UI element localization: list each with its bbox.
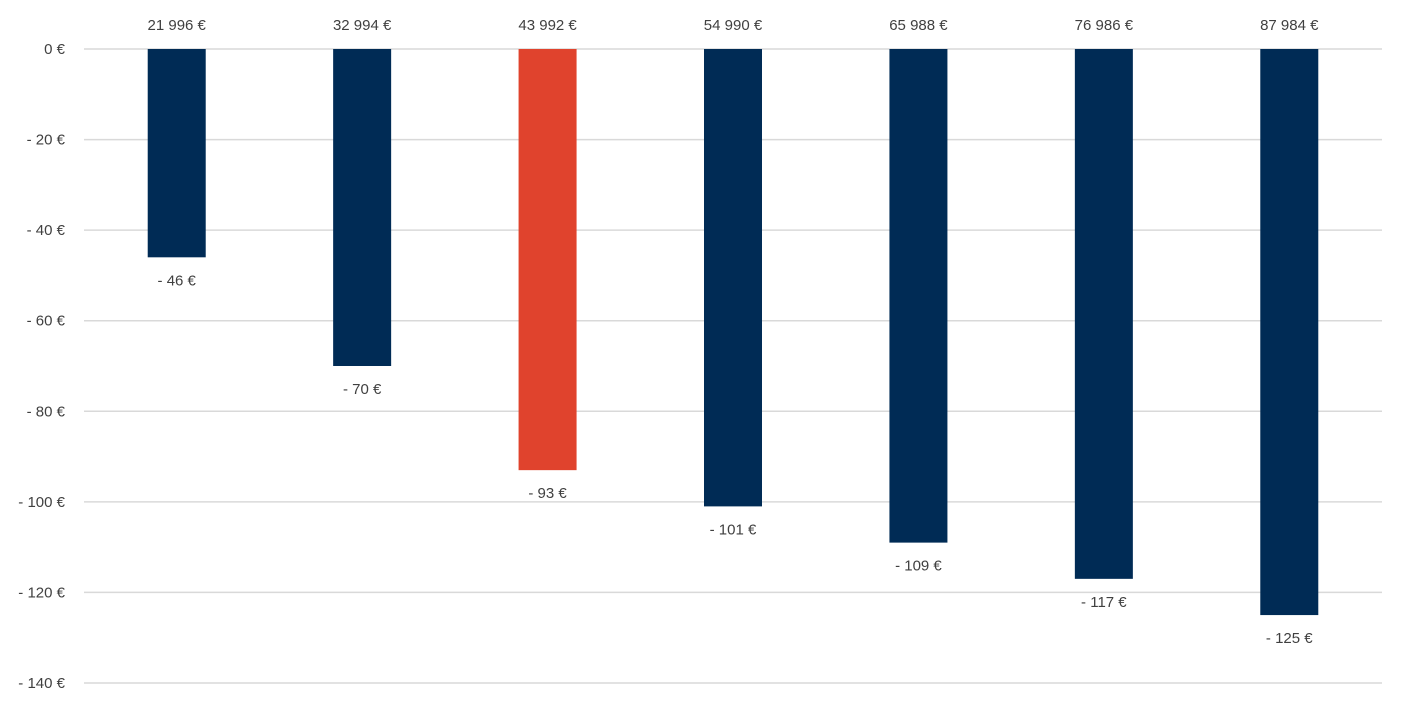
data-label: - 125 € xyxy=(1266,630,1313,647)
y-axis-tick-labels: 0 € - 20 € - 40 € - 60 € - 80 € - 100 € - 120 … xyxy=(18,41,65,692)
data-label: - 70 € xyxy=(343,381,382,398)
bar xyxy=(518,49,577,471)
data-label: - 46 € xyxy=(158,272,197,289)
y-tick-label: 0 € xyxy=(44,41,66,58)
y-tick-label: - 140 € xyxy=(18,675,65,692)
data-label: - 117 € xyxy=(1081,594,1127,611)
bar xyxy=(147,49,206,258)
data-label: - 109 € xyxy=(895,558,942,575)
y-tick-label: - 80 € xyxy=(27,403,66,420)
y-tick-label: - 60 € xyxy=(27,313,66,330)
category-label: 54 990 € xyxy=(704,17,763,34)
bar xyxy=(704,49,762,507)
category-labels: 21 996 € 32 994 € 43 992 € 54 990 € 65 988 €… xyxy=(148,17,1320,34)
data-label: - 101 € xyxy=(710,521,757,538)
category-label: 32 994 € xyxy=(333,17,392,34)
category-label: 65 988 € xyxy=(889,17,948,34)
bar xyxy=(1074,49,1133,579)
category-label: 43 992 € xyxy=(518,17,577,34)
y-tick-label: - 40 € xyxy=(27,222,66,239)
y-tick-label: - 120 € xyxy=(18,584,65,601)
category-label: 87 984 € xyxy=(1260,17,1319,34)
category-label: 76 986 € xyxy=(1075,17,1134,34)
y-tick-label: - 20 € xyxy=(27,132,66,149)
data-label: - 93 € xyxy=(528,485,567,502)
data-labels: - 46 € - 70 € - 93 € - 101 € - 109 € - 117 € -… xyxy=(158,272,1314,647)
y-tick-label: - 100 € xyxy=(18,494,65,511)
category-label: 21 996 € xyxy=(148,17,207,34)
bar xyxy=(1260,49,1319,616)
bar xyxy=(333,49,392,366)
bars xyxy=(147,49,1319,616)
bar xyxy=(889,49,948,543)
